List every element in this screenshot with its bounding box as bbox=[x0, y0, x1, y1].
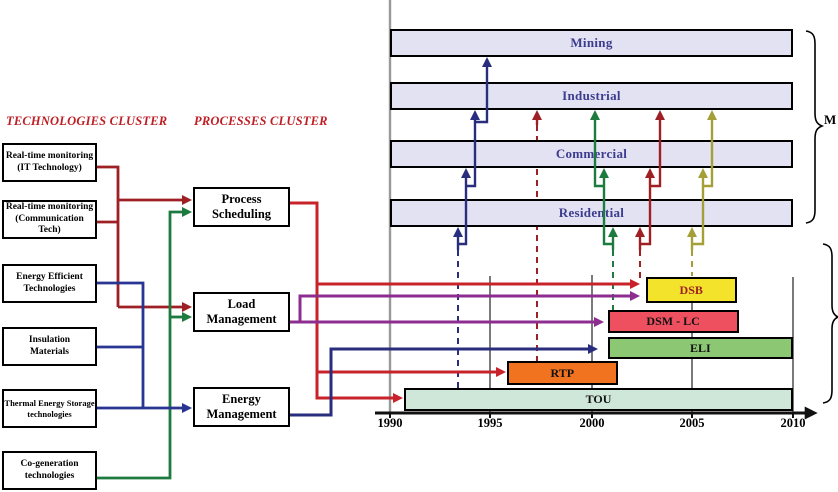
year-label-2010: 2010 bbox=[780, 416, 806, 430]
program-bar-rtp: RTP bbox=[506, 361, 618, 385]
program-bar-tou: TOU bbox=[404, 388, 793, 411]
tech-links-blue bbox=[97, 281, 192, 413]
tech-box-energy-efficient: Energy Efficient Technologies bbox=[2, 264, 97, 303]
tech-box-insulation: Insulation Materials bbox=[2, 327, 97, 366]
tech-box-cogeneration: Co-generation technologies bbox=[2, 451, 97, 490]
market-bar-residential: Residential bbox=[390, 199, 793, 227]
staircase-olive bbox=[687, 110, 717, 250]
staircase-green bbox=[590, 110, 618, 250]
year-label-1990: 1990 bbox=[377, 416, 403, 430]
tech-links-dark-red bbox=[97, 165, 192, 312]
year-label-2005: 2005 bbox=[679, 416, 705, 430]
technologies-cluster-title: TECHNOLOGIES CLUSTER bbox=[6, 114, 168, 128]
year-label-1995: 1995 bbox=[477, 416, 503, 430]
tech-box-realtime-comm: Real-time monitoring (Communication Tech… bbox=[2, 200, 97, 239]
year-label-2000: 2000 bbox=[579, 416, 605, 430]
markets-brace bbox=[805, 30, 825, 224]
process-box-process-scheduling: Process Scheduling bbox=[193, 187, 290, 227]
market-bar-mining: Mining bbox=[390, 29, 793, 57]
tech-box-thermal-storage: Thermal Energy Storage technologies bbox=[2, 389, 97, 428]
process-links-purple bbox=[290, 291, 640, 327]
staircase-dark-red bbox=[532, 110, 665, 250]
tech-links-green bbox=[97, 207, 192, 480]
market-bar-industrial: Industrial bbox=[390, 82, 793, 110]
process-box-load-management: Load Management bbox=[193, 292, 290, 332]
markets-brace-label: M bbox=[824, 112, 837, 127]
programs-brace bbox=[822, 243, 838, 404]
program-bar-dsb: DSB bbox=[645, 277, 737, 303]
market-bar-commercial: Commercial bbox=[390, 140, 793, 168]
tech-box-realtime-it: Real-time monitoring (IT Technology) bbox=[2, 143, 97, 182]
program-bar-dsm-lc: DSM - LC bbox=[607, 310, 739, 333]
processes-cluster-title: PROCESSES CLUSTER bbox=[194, 114, 328, 128]
process-box-energy-management: Energy Management bbox=[193, 387, 290, 427]
program-bar-eli: ELI bbox=[607, 337, 793, 359]
